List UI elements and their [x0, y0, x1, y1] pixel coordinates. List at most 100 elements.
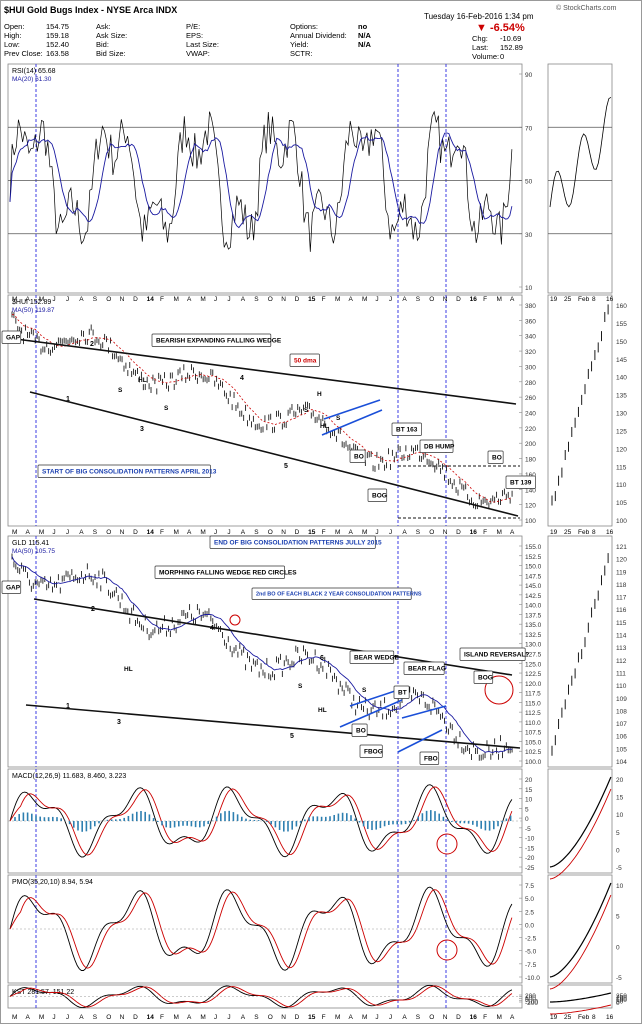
- macd-histogram-bar: [308, 817, 310, 821]
- x-tick-label: M: [497, 529, 502, 536]
- x-tick-label: D: [133, 296, 138, 303]
- x-tick-label: F: [483, 296, 487, 303]
- macd-histogram-bar: [207, 821, 209, 825]
- y-tick-label: 130.0: [525, 642, 542, 649]
- channel-line: [349, 689, 399, 707]
- inset-frame: [547, 768, 613, 874]
- y-tick-label: 180: [525, 457, 536, 464]
- inset-tick-label: 115: [616, 464, 627, 471]
- x-tick-label: F: [483, 1014, 487, 1021]
- macd-histogram-bar: [131, 813, 134, 821]
- x-tick-label: 14: [147, 529, 155, 536]
- x-tick-label: 16: [470, 1014, 478, 1021]
- annotation-label: 5: [290, 733, 294, 740]
- quote-header: $HUI Gold Bugs Index - NYSE Arca INDX Tu…: [4, 4, 617, 61]
- x-tick-label: J: [375, 529, 378, 536]
- y-tick-label: -10: [525, 836, 535, 843]
- macd-histogram-bar: [329, 816, 331, 821]
- macd-histogram-bar: [140, 811, 142, 821]
- macd-histogram-bar: [215, 816, 218, 821]
- annotation-box: [37, 464, 211, 478]
- inset-tick-label: 5: [616, 914, 620, 921]
- macd-histogram-bar: [396, 821, 398, 825]
- trendline: [29, 391, 519, 517]
- macd-histogram-bar: [367, 821, 369, 829]
- macd-histogram-bar: [220, 813, 222, 821]
- macd-histogram-bar: [22, 812, 25, 821]
- macd-histogram-bar: [341, 812, 344, 821]
- rsi-ma-line: [9, 132, 513, 229]
- y-tick-label: 320: [525, 349, 536, 356]
- quote-label: Last Size:: [186, 40, 219, 49]
- macd-histogram-bar: [400, 821, 403, 825]
- x-tick-label: N: [281, 1014, 286, 1021]
- macd-histogram-bar: [89, 821, 92, 830]
- y-tick-label: 90: [525, 72, 533, 79]
- inset-frame: [547, 294, 613, 527]
- inset-tick-label: 15: [616, 795, 624, 802]
- y-tick-label: 137.5: [525, 612, 542, 619]
- x-tick-label: M: [200, 1014, 205, 1021]
- y-tick-label: 142.5: [525, 593, 542, 600]
- macd-histogram-bar: [354, 818, 356, 821]
- annotation-box: [487, 450, 504, 464]
- y-tick-label: 380: [525, 303, 536, 310]
- y-tick-label: 100: [525, 518, 536, 525]
- x-tick-label: O: [106, 296, 111, 303]
- inset-tick-label: -5: [616, 975, 622, 982]
- y-tick-label: 140.0: [525, 603, 542, 610]
- panel-frame: [7, 63, 523, 294]
- x-tick-label: J: [375, 1014, 378, 1021]
- x-tick-label: D: [456, 296, 461, 303]
- y-tick-label: 220: [525, 426, 536, 433]
- macd-histogram-bar: [77, 821, 79, 831]
- pmo-inset-line: [549, 882, 612, 978]
- annotation-text: GAP: [6, 585, 21, 592]
- quote-label: Yield:: [290, 40, 308, 49]
- inset-tick-label: 107: [616, 721, 627, 728]
- x-tick-label: M: [335, 529, 340, 536]
- y-tick-label: 0: [525, 816, 529, 823]
- quote-label: Ask:: [96, 22, 111, 31]
- annotation-box: [393, 685, 410, 699]
- x-tick-label: M: [497, 1014, 502, 1021]
- quote-label: Bid Size:: [96, 49, 126, 58]
- inset-tick-label: 120: [616, 446, 627, 453]
- annotation-label: S: [304, 407, 309, 414]
- annotation-text: BO: [492, 455, 502, 462]
- inset-tick-label: 150: [616, 996, 627, 1003]
- y-tick-label: 200: [525, 993, 536, 1000]
- y-tick-label: 112.5: [525, 710, 541, 717]
- x-tick-label: S: [416, 296, 421, 303]
- panel-frame: [7, 294, 523, 527]
- x-tick-label: S: [416, 1014, 421, 1021]
- quote-value: 152.40: [46, 40, 69, 49]
- x-tick-label: D: [295, 296, 300, 303]
- x-tick-label: A: [25, 1014, 30, 1021]
- inset-tick-label: 120: [616, 557, 627, 564]
- macd-histogram-bar: [438, 813, 440, 821]
- annotation-label: S: [298, 683, 303, 690]
- annotation-box: [351, 723, 368, 737]
- macd-histogram-bar: [278, 821, 281, 830]
- macd-histogram-bar: [245, 818, 247, 821]
- rsi-line: [9, 110, 513, 252]
- inset-x-tick-label: 16: [606, 529, 614, 536]
- inset-tick-label: 50: [616, 999, 624, 1006]
- y-tick-label: 135.0: [525, 622, 542, 629]
- x-tick-label: M: [362, 296, 367, 303]
- annotation-box: [289, 353, 320, 367]
- macd-line: [9, 784, 513, 858]
- annotation-box: [251, 587, 412, 600]
- annotation-text: 50 dma: [294, 358, 317, 365]
- macd-histogram-bar: [161, 821, 163, 826]
- annotation-label: 3: [117, 719, 121, 726]
- inset-tick-label: 0: [616, 944, 620, 951]
- annotation-box: [349, 650, 395, 664]
- x-tick-label: O: [429, 529, 434, 536]
- annotation-text: BEAR FLAG: [408, 666, 446, 673]
- annotation-text: FBOG: [364, 749, 383, 756]
- annotation-label: S: [336, 415, 341, 422]
- x-tick-label: J: [52, 529, 55, 536]
- x-tick-label: M: [174, 296, 179, 303]
